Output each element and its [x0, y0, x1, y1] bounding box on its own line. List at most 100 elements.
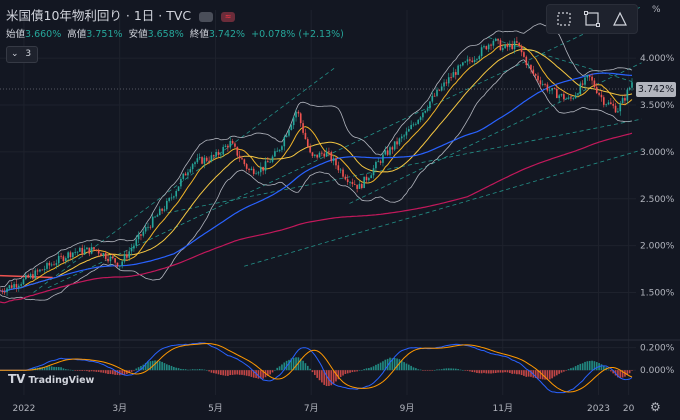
candle: [311, 152, 314, 156]
candle: [450, 77, 452, 79]
candle: [567, 97, 570, 99]
candle: [530, 64, 532, 70]
candle: [349, 181, 351, 183]
macd-histogram-bar: [626, 370, 629, 376]
macd-histogram-bar: [236, 370, 239, 375]
candle: [79, 247, 81, 252]
candle: [532, 69, 535, 74]
macd-histogram-bar: [163, 363, 166, 371]
macd-histogram-bar: [72, 370, 74, 371]
candle: [485, 46, 488, 50]
alert-badge[interactable]: ≈: [221, 11, 236, 22]
macd-histogram-bar: [154, 360, 156, 371]
moving-average-long: [0, 132, 633, 304]
macd-histogram-bar: [464, 370, 467, 371]
macd-histogram-bar: [588, 360, 591, 371]
candle: [595, 87, 598, 94]
candle: [499, 40, 502, 51]
macd-histogram-bar: [337, 370, 340, 380]
candle: [445, 82, 448, 84]
gear-icon[interactable]: ⚙: [650, 400, 661, 414]
macd-histogram-bar: [602, 365, 605, 371]
macd-histogram-bar: [454, 368, 457, 371]
candle: [39, 269, 41, 272]
candle: [231, 140, 234, 144]
macd-histogram-bar: [147, 361, 149, 371]
eye-badge[interactable]: [199, 11, 214, 22]
macd-histogram-bar: [377, 363, 380, 371]
rectangle-select-icon[interactable]: [555, 10, 573, 28]
candle: [60, 255, 62, 257]
macd-histogram-bar: [429, 370, 431, 371]
macd-histogram-bar: [161, 361, 163, 371]
candle: [100, 253, 102, 256]
macd-signal-line: [0, 342, 633, 393]
macd-histogram-bar: [109, 370, 112, 374]
candle: [391, 147, 394, 150]
candle: [154, 216, 156, 218]
candle: [62, 256, 65, 262]
macd-histogram-bar: [431, 370, 434, 371]
symbol-title[interactable]: 米国債10年物利回り · 1日 · TVC: [6, 8, 192, 23]
low-value: 3.658%: [147, 29, 184, 40]
candle: [560, 94, 563, 96]
candle: [353, 184, 356, 185]
macd-histogram-bar: [156, 360, 159, 371]
indicator-collapse-button[interactable]: ⌄ 3: [6, 46, 38, 63]
candle: [438, 89, 441, 91]
candle: [586, 75, 589, 78]
candle: [356, 184, 358, 189]
macd-histogram-bar: [196, 369, 199, 371]
candle: [443, 82, 445, 87]
candle: [509, 44, 511, 48]
macd-histogram-bar: [570, 368, 572, 371]
macd-histogram-bar: [628, 370, 631, 374]
moving-average-slow: [0, 72, 633, 293]
candle: [147, 226, 149, 228]
candle: [346, 179, 349, 183]
candle: [534, 73, 537, 76]
macd-histogram-bar: [79, 370, 81, 371]
change-value: +0.078% (+2.13%): [251, 29, 344, 40]
rectangle-icon[interactable]: [583, 10, 601, 28]
x-axis: 2022 3月 5月 7月 9月 11月 2023 20: [12, 403, 634, 414]
macd-histogram-bar: [368, 368, 370, 371]
macd-histogram-bar: [511, 370, 513, 374]
tradingview-logo[interactable]: 𝗧𝗩 TradingView: [8, 372, 94, 386]
macd-histogram-bar: [201, 369, 203, 371]
macd-histogram-bar: [445, 368, 448, 371]
candle: [57, 255, 60, 264]
macd-histogram-bar: [534, 370, 537, 379]
macd-histogram-bar: [438, 369, 441, 371]
candle: [628, 87, 631, 90]
macd-histogram-bar: [591, 360, 593, 371]
x-tick-label: 2023: [587, 404, 610, 414]
candle: [337, 165, 340, 171]
macd-histogram-bar: [363, 369, 365, 371]
macd-histogram-bar: [365, 368, 368, 371]
macd-histogram-bar: [621, 370, 624, 378]
macd-histogram-bar: [332, 370, 335, 384]
candle: [457, 65, 459, 75]
macd-histogram-bar: [69, 369, 72, 371]
macd-histogram-bar: [560, 370, 563, 373]
macd-histogram-bar: [398, 359, 401, 371]
macd-histogram-bar: [220, 370, 222, 375]
macd-histogram-bar: [527, 370, 530, 377]
candle: [581, 83, 584, 85]
percent-scale-label[interactable]: %: [652, 5, 661, 15]
candle: [130, 248, 133, 252]
candle: [264, 161, 267, 171]
candle: [403, 135, 405, 137]
candle: [417, 119, 420, 124]
drawing-toolbar: [546, 4, 638, 34]
triangle-icon[interactable]: [611, 10, 629, 28]
macd-histogram-bar: [238, 370, 241, 375]
candle: [229, 140, 232, 148]
candle: [447, 77, 450, 84]
macd-tick-label: 0.000%: [640, 366, 675, 376]
candle: [151, 216, 154, 228]
macd-histogram-bar: [400, 360, 403, 371]
macd-histogram-bar: [116, 370, 119, 375]
